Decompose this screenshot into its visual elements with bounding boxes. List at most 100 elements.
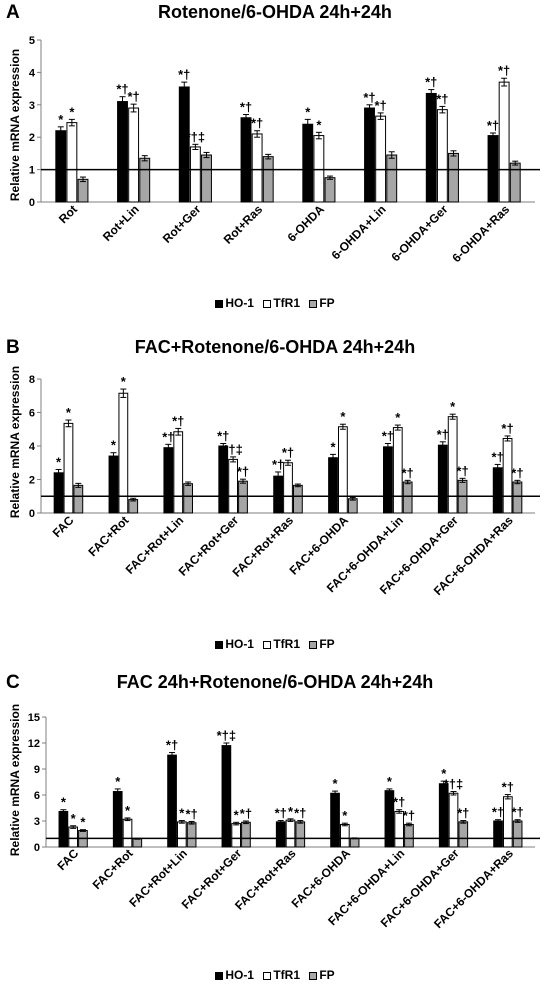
legend: HO-1 TfR1 FP (0, 296, 550, 310)
panel-a: A Rotenone/6-OHDA 24h+24h Relative mRNA … (0, 0, 550, 318)
significance-label: *† (492, 449, 504, 464)
legend-item-fp: FP (309, 968, 335, 982)
bar (183, 483, 193, 514)
x-tick-label: FAC+Rot (85, 513, 131, 559)
legend-label-ho1: HO-1 (225, 637, 254, 651)
significance-label: *† (178, 67, 190, 82)
y-tick-label: 2 (29, 132, 35, 144)
bar (167, 754, 177, 848)
x-tick-label: 6-OHDA (285, 202, 328, 245)
bar (238, 480, 248, 514)
legend-item-tfr1: TfR1 (263, 296, 300, 310)
bar (176, 821, 187, 848)
bar (139, 157, 151, 203)
panel-letter: A (6, 2, 20, 23)
bar (240, 117, 252, 203)
bar (337, 426, 348, 514)
bar (402, 481, 413, 514)
significance-label: *† (511, 465, 523, 480)
significance-label: *† (240, 100, 252, 115)
bar (55, 130, 67, 203)
bar (275, 821, 286, 848)
bar (339, 823, 350, 848)
bar (349, 837, 360, 848)
legend-swatch-fp (309, 640, 318, 649)
bar (512, 820, 523, 848)
legend-item-ho1: HO-1 (215, 968, 254, 982)
legend: HO-1 TfR1 FP (0, 968, 550, 982)
bar (487, 135, 499, 203)
x-tick-label: 6-OHDA+Ger (388, 202, 450, 264)
significance-label: * (387, 774, 393, 789)
legend-swatch-tfr1 (263, 971, 272, 980)
y-tick-label: 12 (28, 738, 40, 750)
bar (295, 821, 306, 848)
legend: HO-1 TfR1 FP (0, 637, 550, 651)
significance-label: * (121, 374, 127, 389)
bar (251, 133, 263, 203)
bar (436, 109, 448, 203)
bar (493, 820, 503, 848)
bar (302, 123, 314, 203)
x-tick-label: FAC+Rot (90, 846, 136, 892)
bar (63, 422, 74, 514)
bar (58, 810, 69, 848)
bar (458, 821, 469, 848)
bar (328, 457, 338, 514)
y-tick-label: 4 (29, 67, 36, 79)
significance-label: *† (240, 806, 252, 821)
y-tick-label: 4 (29, 441, 36, 453)
bar-chart-b: 02468**FAC**FAC+Rot*†*†FAC+Rot+Lin*†*†‡*… (29, 374, 540, 598)
y-tick-label: 3 (29, 100, 35, 112)
significance-label: *† (436, 91, 448, 106)
bar (313, 135, 325, 203)
bar (73, 484, 84, 514)
bar (383, 446, 393, 514)
bar (117, 101, 128, 203)
y-tick-label: 9 (34, 764, 40, 776)
significance-label: * (330, 439, 336, 454)
legend-label-tfr1: TfR1 (273, 968, 300, 982)
bar (53, 472, 64, 514)
legend-swatch-fp (309, 971, 318, 980)
bar (425, 92, 437, 203)
bar (231, 823, 242, 848)
bar (386, 154, 398, 203)
legend-item-fp: FP (309, 637, 335, 651)
legend-swatch-tfr1 (263, 299, 272, 308)
legend-label-tfr1: TfR1 (273, 296, 300, 310)
significance-label: *† (294, 806, 306, 821)
significance-label: *† (166, 738, 178, 753)
bar (122, 818, 133, 848)
significance-label: *† (437, 427, 449, 442)
significance-label: *† (172, 413, 184, 428)
significance-label: *† (251, 116, 263, 131)
y-tick-label: 0 (29, 197, 35, 209)
bar (132, 838, 143, 848)
significance-label: *† (272, 457, 284, 472)
bar (262, 156, 274, 203)
significance-label: *† (393, 795, 405, 810)
panel-b: B FAC+Rotenone/6-OHDA 24h+24h Relative m… (0, 335, 550, 660)
panel-c: C FAC 24h+Rotenone/6-OHDA 24h+24h Relati… (0, 670, 550, 988)
significance-label: *†‡ (217, 728, 237, 743)
significance-label: * (441, 766, 447, 781)
bar (201, 154, 212, 203)
x-tick-label: FAC (54, 846, 81, 873)
x-tick-label: 6-OHDA+Lin (329, 202, 389, 262)
significance-label: *† (498, 63, 510, 78)
significance-label: *† (487, 118, 499, 133)
bar (221, 745, 232, 848)
significance-label: *† (237, 464, 249, 479)
legend-label-ho1: HO-1 (225, 296, 254, 310)
legend-item-tfr1: TfR1 (263, 637, 300, 651)
legend-item-tfr1: TfR1 (263, 968, 300, 982)
significance-label: *† (374, 98, 386, 113)
y-tick-label: 2 (29, 475, 35, 487)
significance-label: *† (457, 806, 469, 821)
bar (438, 783, 449, 848)
y-tick-label: 0 (34, 842, 40, 854)
bar (448, 152, 459, 203)
significance-label: *† (275, 806, 287, 821)
significance-label: *† (282, 445, 294, 460)
